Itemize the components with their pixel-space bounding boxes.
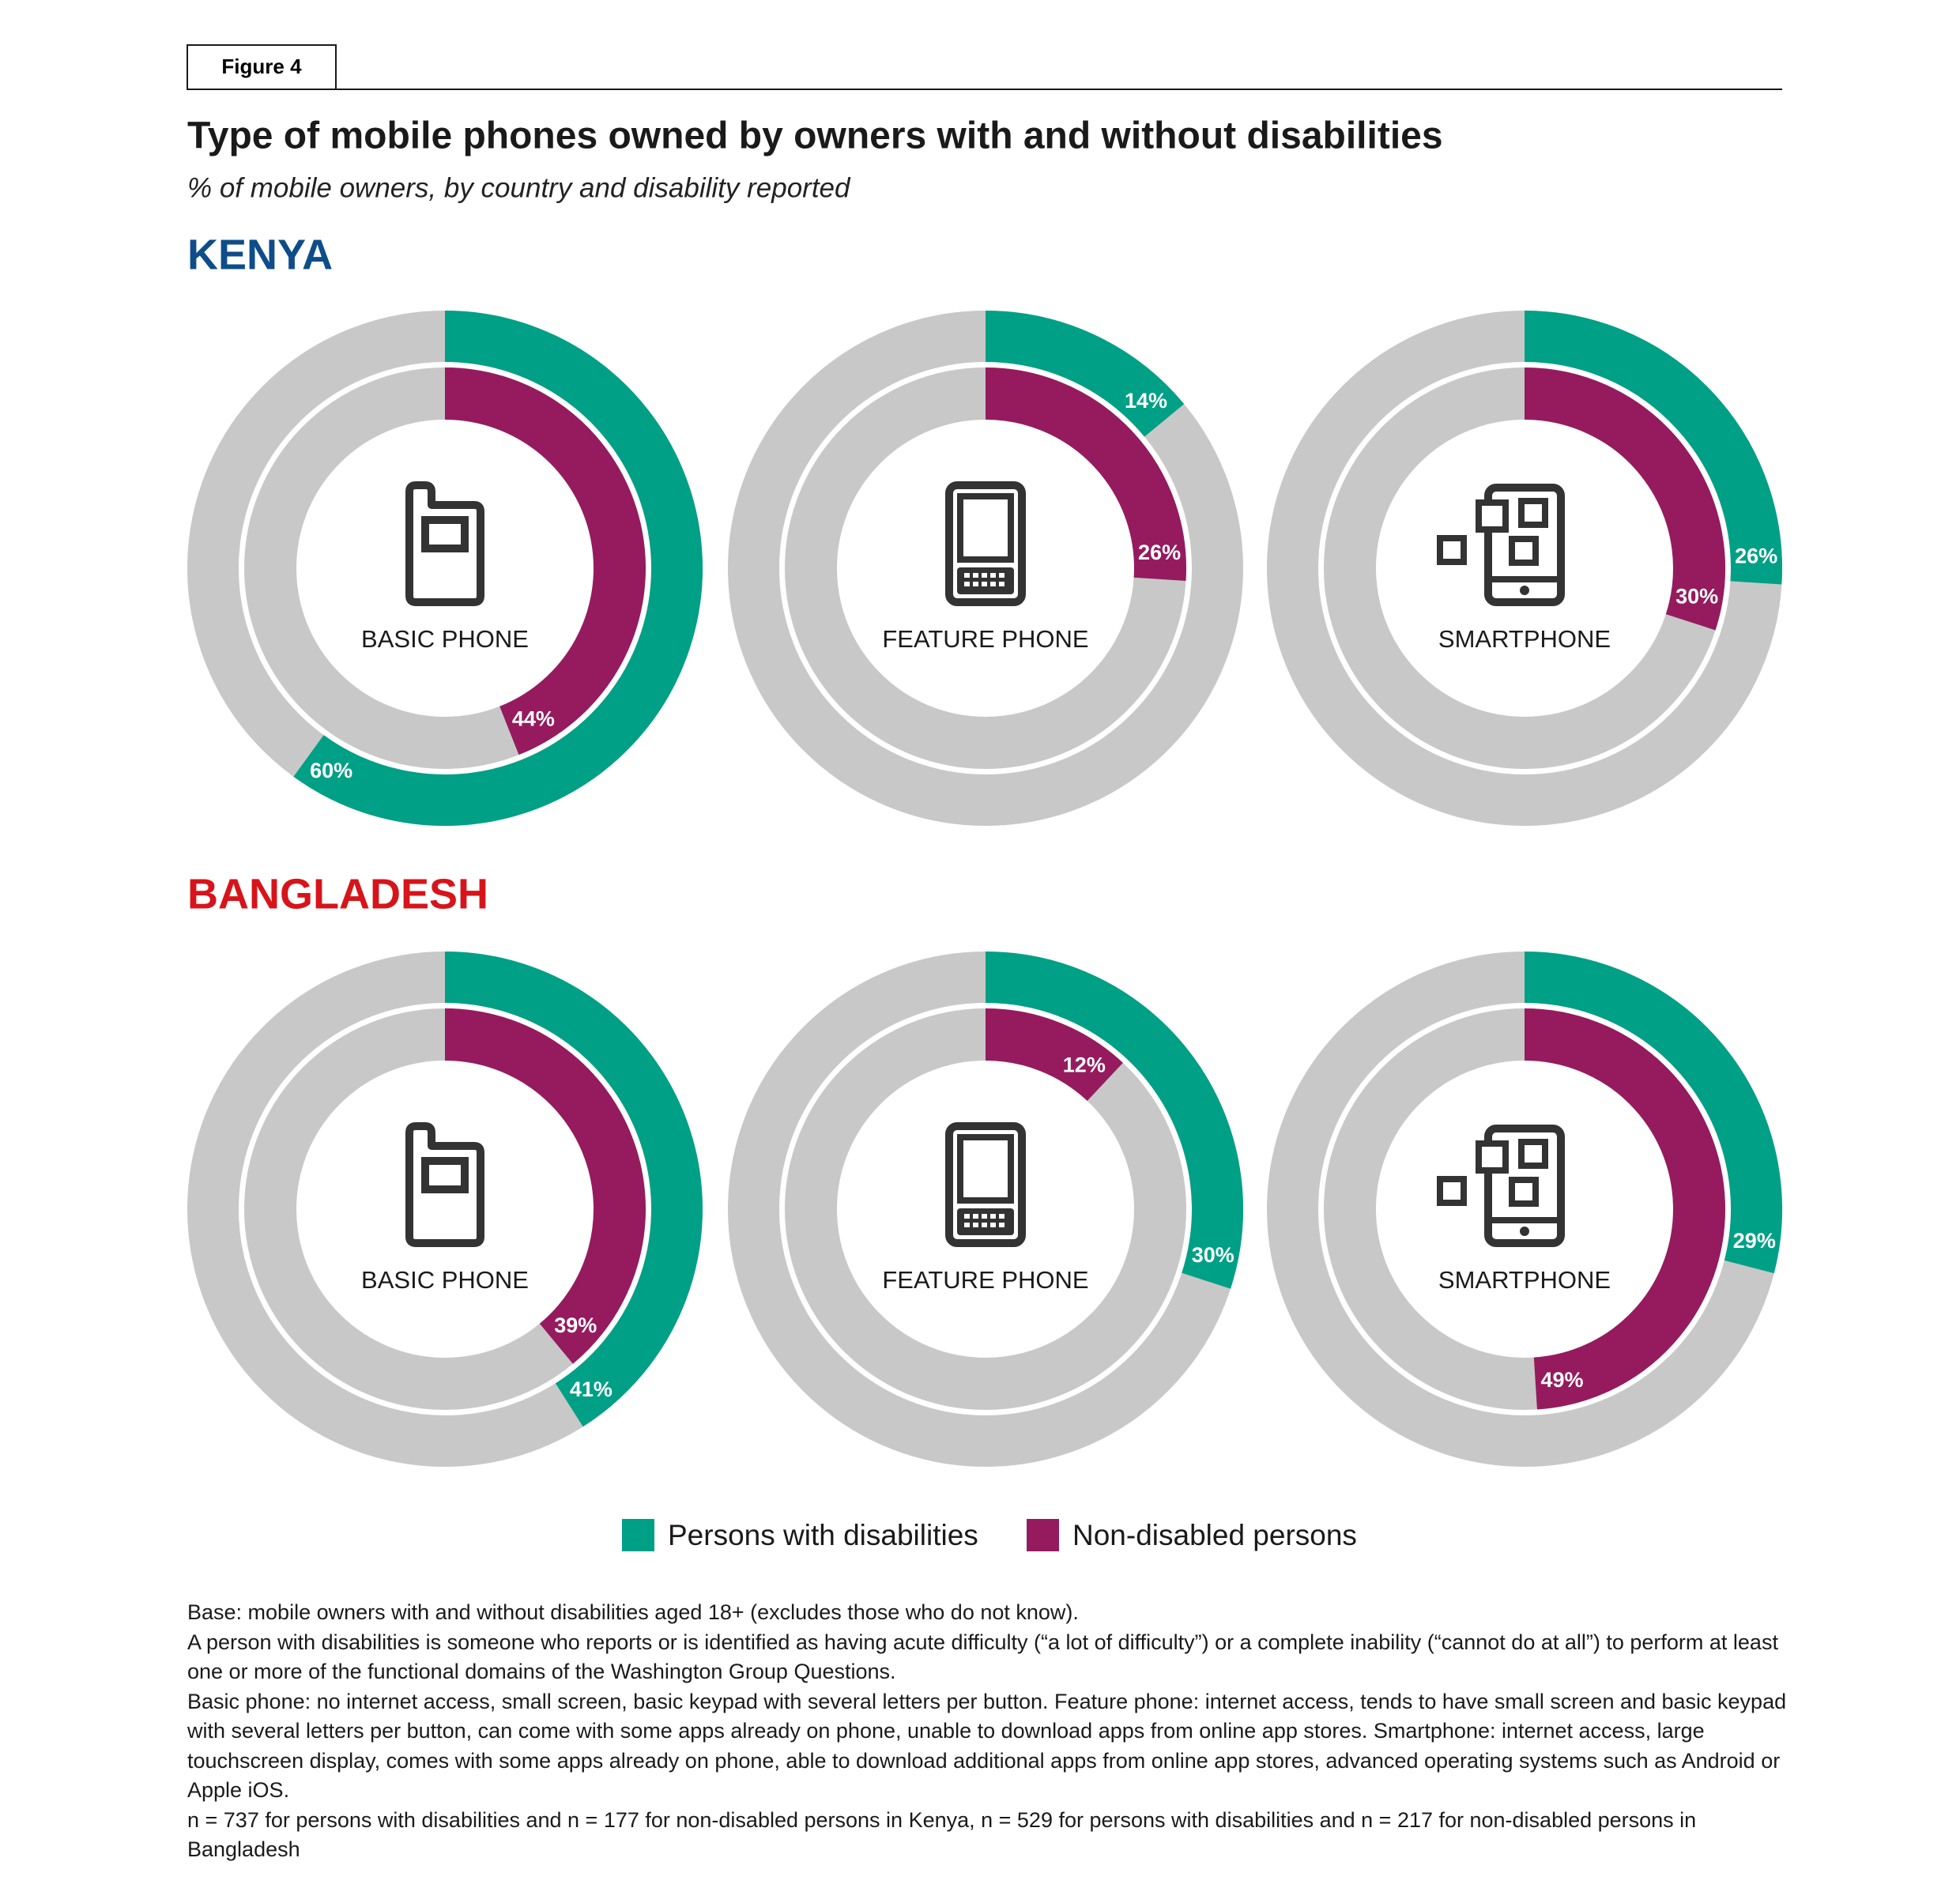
group-heading: BANGLADESH [187,870,488,918]
app-tile [1518,498,1548,528]
phone-key [964,573,970,578]
value-label: 60% [310,759,352,782]
category-label: BASIC PHONE [361,625,529,653]
phone-key [999,573,1004,578]
phone-key [982,1214,987,1219]
donut-arc [985,367,1186,581]
phone-icon [405,481,484,606]
phone-key [964,1223,970,1227]
category-label: BASIC PHONE [361,1266,529,1294]
phone-key [999,1214,1004,1219]
phone-key [973,582,978,586]
phone-keypad [957,567,1014,594]
phone-key [964,1214,970,1219]
donut: 60% 44% BASIC PHONE [187,311,703,826]
phone-key [964,582,970,586]
value-label: 26% [1735,545,1777,568]
figure-label-box [187,44,337,90]
donut-arc [444,367,646,756]
note: A person with disabilities is someone wh… [187,1630,1778,1684]
donut-arc [444,952,703,1427]
category-label: SMARTPHONE [1438,1266,1611,1294]
app-tile [1518,1139,1548,1169]
value-label: 41% [570,1377,612,1401]
value-label: 12% [1063,1053,1106,1077]
app-tile [1509,536,1539,566]
phone-key [990,582,996,586]
phone-key [990,573,996,578]
phone-screen [957,493,1014,563]
app-tile [1476,499,1509,533]
note: Base: mobile owners with and without dis… [187,1600,1079,1624]
value-label: 26% [1138,541,1181,564]
figure-label: Figure 4 [221,55,302,78]
note: Basic phone: no internet access, small s… [187,1689,1787,1803]
donut-arc [1524,952,1782,1274]
category-label: SMARTPHONE [1438,625,1611,653]
donut-arc [1524,1008,1725,1410]
app-tile [1437,1176,1467,1206]
phone-icon [945,1122,1026,1247]
phone-screen [421,516,469,552]
legend-swatch [622,1519,654,1551]
chart: Figure 4 Type of mobile phones owned by … [187,44,1782,1551]
donut-arc [1524,311,1782,585]
chart-subtitle: % of mobile owners, by country and disab… [187,172,851,203]
donut: 30% 12% FEATURE PHONE [728,952,1243,1467]
legend-label: Non-disabled persons [1072,1519,1357,1551]
donut-arc [293,311,703,826]
value-label: 44% [512,707,555,731]
donut: 14% 26% FEATURE PHONE [728,311,1243,826]
phone-icon [945,481,1026,606]
app-tile [1476,1140,1509,1174]
donut: 26% 30% SMARTPHONE [1267,311,1782,826]
donut-arc [985,952,1243,1289]
note: n = 737 for persons with disabilities an… [187,1807,1697,1862]
phone-icon [1484,484,1565,606]
notes: Base: mobile owners with and without dis… [187,1598,1792,1865]
donut: 29% 49% SMARTPHONE [1267,952,1782,1467]
phone-key [973,1223,978,1227]
value-label: 14% [1125,389,1167,413]
donut-arc [1524,367,1725,631]
donut-arc [985,311,1185,438]
phone-key [990,1223,996,1227]
value-label: 29% [1733,1229,1776,1253]
phone-button [1520,1227,1529,1236]
group-heading: KENYA [187,231,333,278]
phone-key [982,1223,987,1227]
legend-swatch [1027,1519,1059,1551]
phone-icon [405,1122,484,1247]
category-label: FEATURE PHONE [882,625,1088,653]
category-label: FEATURE PHONE [882,1266,1088,1294]
donut: 41% 39% BASIC PHONE [187,952,703,1467]
app-tile [1509,1177,1539,1207]
donut-arc [444,1008,646,1364]
value-label: 30% [1192,1243,1234,1267]
app-tile [1437,535,1467,565]
value-label: 30% [1675,584,1718,608]
phone-key [999,1223,1004,1227]
legend-label: Persons with disabilities [668,1519,978,1551]
value-label: 49% [1540,1368,1583,1392]
phone-key [982,573,987,578]
phone-key [999,582,1004,586]
chart-title: Type of mobile phones owned by owners wi… [187,115,1443,157]
phone-key [982,582,987,586]
phone-key [990,1214,996,1219]
phone-screen [957,1134,1014,1204]
phone-button [1520,586,1529,595]
phone-icon [1484,1125,1565,1247]
value-label: 39% [554,1313,597,1337]
donut-arc [985,1008,1123,1102]
phone-key [973,1214,978,1219]
phone-screen [421,1157,469,1193]
phone-keypad [957,1208,1014,1235]
phone-key [973,573,978,578]
